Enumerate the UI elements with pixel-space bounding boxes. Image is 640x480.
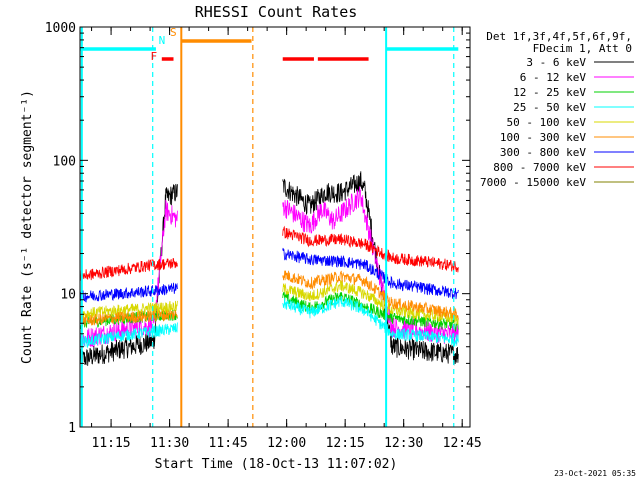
legend: Det 1f,3f,4f,5f,6f,9f,FDecim 1, Att 03 -… — [480, 30, 634, 189]
legend-entry: 3 - 6 keV — [526, 56, 586, 69]
x-tick-label: 11:15 — [92, 436, 131, 451]
timestamp: 23-Oct-2021 05:35 — [554, 469, 636, 478]
y-axis-label: Count Rate (s⁻¹ detector segment⁻¹) — [20, 90, 35, 364]
x-tick-label: 12:15 — [326, 436, 365, 451]
legend-entry: 25 - 50 keV — [513, 101, 586, 114]
y-axis: 1 10 100 1000 — [45, 21, 470, 436]
x-tick-label: 12:00 — [267, 436, 306, 451]
x-axis-label: Start Time (18-Oct-13 11:07:02) — [155, 457, 398, 472]
x-tick-label: 11:45 — [209, 436, 248, 451]
legend-entry: 300 - 800 keV — [500, 146, 586, 159]
series-trace — [79, 225, 459, 281]
series-trace — [79, 279, 459, 325]
flag-label: S — [170, 26, 177, 39]
flag-label: F — [150, 50, 157, 63]
legend-entry: 800 - 7000 keV — [493, 161, 586, 174]
y-tick-label: 1000 — [45, 21, 76, 36]
y-tick-label: 1 — [68, 421, 76, 436]
legend-header: FDecim 1, Att 0 — [533, 42, 632, 55]
vertical-markers — [80, 27, 455, 427]
flag-label: N — [159, 34, 166, 47]
attenuator-flags: FNS — [80, 26, 459, 63]
legend-entry: 100 - 300 keV — [500, 131, 586, 144]
series-trace — [79, 247, 459, 303]
y-tick-label: 100 — [53, 154, 76, 169]
x-axis: 11:15 11:30 11:45 12:00 12:15 12:30 12:45 — [91, 27, 482, 451]
legend-entry: 7000 - 15000 keV — [480, 176, 586, 189]
x-tick-label: 11:30 — [150, 436, 189, 451]
y-tick-label: 10 — [60, 288, 76, 303]
x-tick-label: 12:30 — [384, 436, 423, 451]
x-tick-label: 12:45 — [443, 436, 482, 451]
series-trace — [79, 296, 459, 349]
chart-title: RHESSI Count Rates — [195, 3, 358, 21]
legend-header: Det 1f,3f,4f,5f,6f,9f, — [486, 30, 632, 43]
legend-entry: 6 - 12 keV — [520, 71, 587, 84]
plot-frame — [79, 26, 471, 428]
legend-entry: 50 - 100 keV — [507, 116, 587, 129]
legend-entry: 12 - 25 keV — [513, 86, 586, 99]
series-trace — [79, 270, 459, 327]
series-traces — [79, 171, 459, 367]
